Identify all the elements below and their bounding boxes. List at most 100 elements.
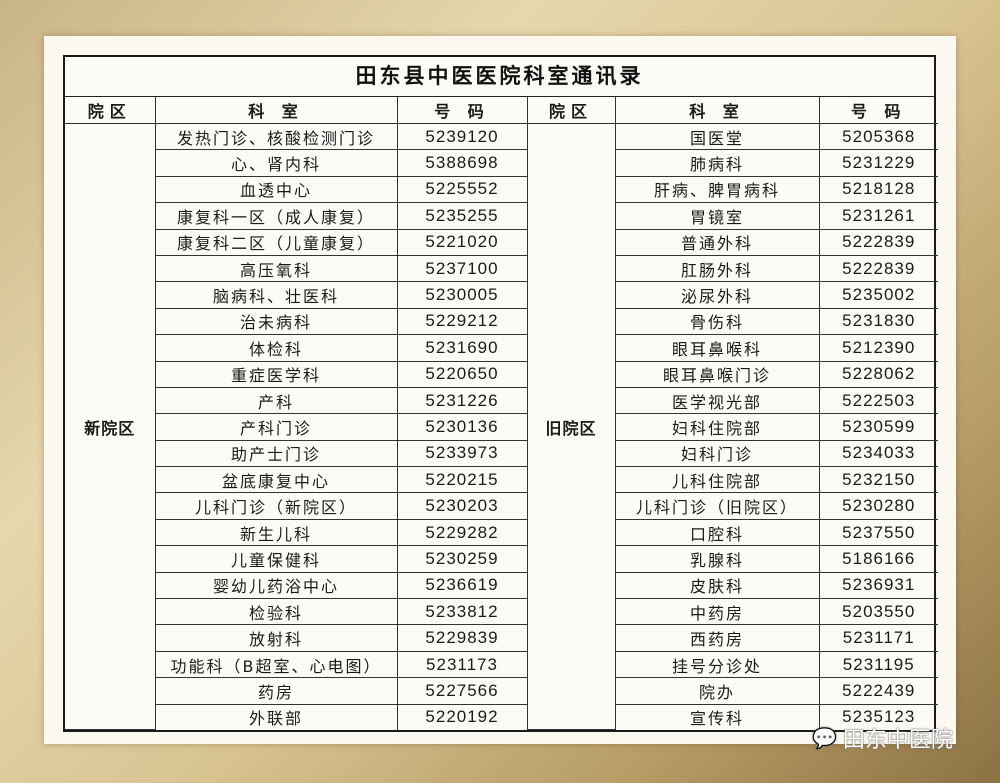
phone-cell-left: 5229839 [396,624,528,652]
table-row: 药房 5227566 院办 5222439 [65,677,938,705]
phone-cell-right: 5222439 [818,677,938,705]
dept-cell-right: 西药房 [614,624,820,652]
phone-cell-right: 5236931 [818,571,938,600]
dept-cell-right: 乳腺科 [614,545,820,573]
phone-cell-left: 5230203 [396,492,528,520]
table-row: 血透中心 5225552 肝病、脾胃病科 5218128 [65,175,938,204]
table-row: 放射科 5229839 西药房 5231171 [65,624,938,652]
phone-cell-right: 5228062 [818,360,938,388]
dept-cell-left: 功能科（B超室、心电图） [155,650,398,679]
phone-cell-left: 5220650 [396,360,528,388]
phone-cell-right: 5235002 [818,281,938,309]
dept-cell-right: 普通外科 [614,228,820,256]
dept-cell-left: 产科门诊 [155,413,398,441]
dept-cell-left: 体检科 [155,334,398,362]
dept-cell-left: 新生儿科 [155,518,398,547]
dept-cell-left: 康复科二区（儿童康复） [155,228,398,256]
area-cell-right: 旧院区 [526,122,616,731]
phone-cell-left: 5233812 [396,598,528,626]
phone-cell-left: 5239120 [396,122,528,151]
dept-cell-left: 盆底康复中心 [155,466,398,494]
phone-cell-right: 5186166 [818,545,938,573]
dept-cell-right: 儿科住院部 [614,466,820,494]
table-row: 产科 5231226 医学视光部 5222503 [65,386,938,415]
table-row: 婴幼儿药浴中心 5236619 皮肤科 5236931 [65,571,938,600]
dept-cell-right: 肛肠外科 [614,254,820,283]
table-row: 重症医学科 5220650 眼耳鼻喉门诊 5228062 [65,360,938,388]
table-row: 心、肾内科 5388698 肺病科 5231229 [65,149,938,177]
phone-cell-right: 5222839 [818,254,938,283]
phone-cell-left: 5235255 [396,202,528,230]
phone-cell-right: 5234033 [818,439,938,468]
phone-cell-left: 5220215 [396,466,528,494]
dept-cell-left: 发热门诊、核酸检测门诊 [154,122,398,151]
header-row: 院区 科 室 号 码 院区 科 室 号 码 [65,97,938,124]
dept-cell-right: 宣传科 [614,703,820,730]
dept-cell-right: 挂号分诊处 [614,650,820,679]
dept-cell-right: 妇科门诊 [614,439,820,468]
phone-cell-right: 5231261 [818,202,938,230]
phone-cell-left: 5220192 [396,703,528,730]
dept-cell-right: 泌尿外科 [614,281,820,309]
dept-cell-left: 助产士门诊 [155,439,398,468]
wechat-icon: 💬 [812,726,837,750]
phone-cell-left: 5221020 [396,228,528,256]
dept-cell-left: 药房 [155,677,398,705]
directory-table: 田东县中医医院科室通讯录 院区 科 室 号 码 院区 科 室 号 码 新院区 发热… [63,55,938,733]
table-row: 体检科 5231690 眼耳鼻喉科 5212390 [65,334,938,362]
dept-cell-left: 康复科一区（成人康复） [155,202,398,230]
phone-cell-right: 5231830 [818,307,938,336]
dept-cell-right: 胃镜室 [614,202,820,230]
phone-cell-right: 5230599 [818,413,938,441]
phone-cell-left: 5231690 [396,334,528,362]
phone-cell-left: 5233973 [396,439,528,468]
phone-cell-left: 5237100 [396,254,528,283]
phone-cell-right: 5230280 [818,492,938,520]
phone-cell-left: 5231226 [396,386,528,415]
dept-cell-right: 医学视光部 [614,386,820,415]
table-row: 高压氧科 5237100 肛肠外科 5222839 [65,254,938,283]
phone-cell-left: 5388698 [396,149,528,177]
phone-cell-right: 5218128 [818,175,938,204]
dept-cell-left: 儿童保健科 [155,545,398,573]
dept-cell-right: 妇科住院部 [614,413,820,441]
table-row: 儿科门诊（新院区） 5230203 儿科门诊（旧院区） 5230280 [65,492,938,520]
phone-cell-right: 5231195 [818,650,938,679]
table-row: 助产士门诊 5233973 妇科门诊 5234033 [65,439,938,468]
dept-cell-left: 外联部 [155,703,398,730]
phone-cell-right: 5222839 [818,228,938,256]
dept-cell-right: 肺病科 [614,149,820,177]
phone-cell-right: 5235123 [818,703,938,730]
dept-cell-left: 儿科门诊（新院区） [155,492,398,520]
dept-cell-right: 中药房 [614,598,820,626]
dept-cell-right: 口腔科 [614,518,820,547]
dept-cell-right: 肝病、脾胃病科 [614,175,820,204]
phone-cell-right: 5222503 [818,386,938,415]
dept-cell-right: 院办 [614,677,820,705]
phone-cell-right: 5237550 [818,518,938,547]
table-row: 新生儿科 5229282 口腔科 5237550 [65,518,938,547]
header-dept-left: 科 室 [154,97,398,124]
phone-cell-right: 5205368 [818,122,938,151]
phone-cell-right: 5203550 [818,598,938,626]
watermark: 💬 田东中医院 [812,722,953,754]
table-row: 盆底康复中心 5220215 儿科住院部 5232150 [65,466,938,494]
dept-cell-right: 皮肤科 [614,571,820,600]
table-row: 检验科 5233812 中药房 5203550 [65,598,938,626]
phone-cell-left: 5225552 [396,175,528,204]
phone-cell-left: 5227566 [396,677,528,705]
header-phone-left: 号 码 [396,97,528,124]
table-row: 脑病科、壮医科 5230005 泌尿外科 5235002 [65,281,938,309]
phone-cell-right: 5212390 [818,334,938,362]
phone-cell-right: 5231229 [818,149,938,177]
watermark-text: 田东中医院 [842,728,953,753]
dept-cell-right: 国医堂 [614,122,820,151]
table-row: 外联部 5220192 宣传科 5235123 [65,703,938,730]
table-row: 治未病科 5229212 骨伤科 5231830 [65,307,938,336]
dept-cell-left: 治未病科 [155,307,398,336]
area-cell-left: 新院区 [65,122,156,731]
phone-cell-left: 5230136 [396,413,528,441]
dept-cell-left: 婴幼儿药浴中心 [155,571,398,600]
header-area-right: 院区 [526,97,616,124]
phone-cell-left: 5231173 [396,650,528,679]
